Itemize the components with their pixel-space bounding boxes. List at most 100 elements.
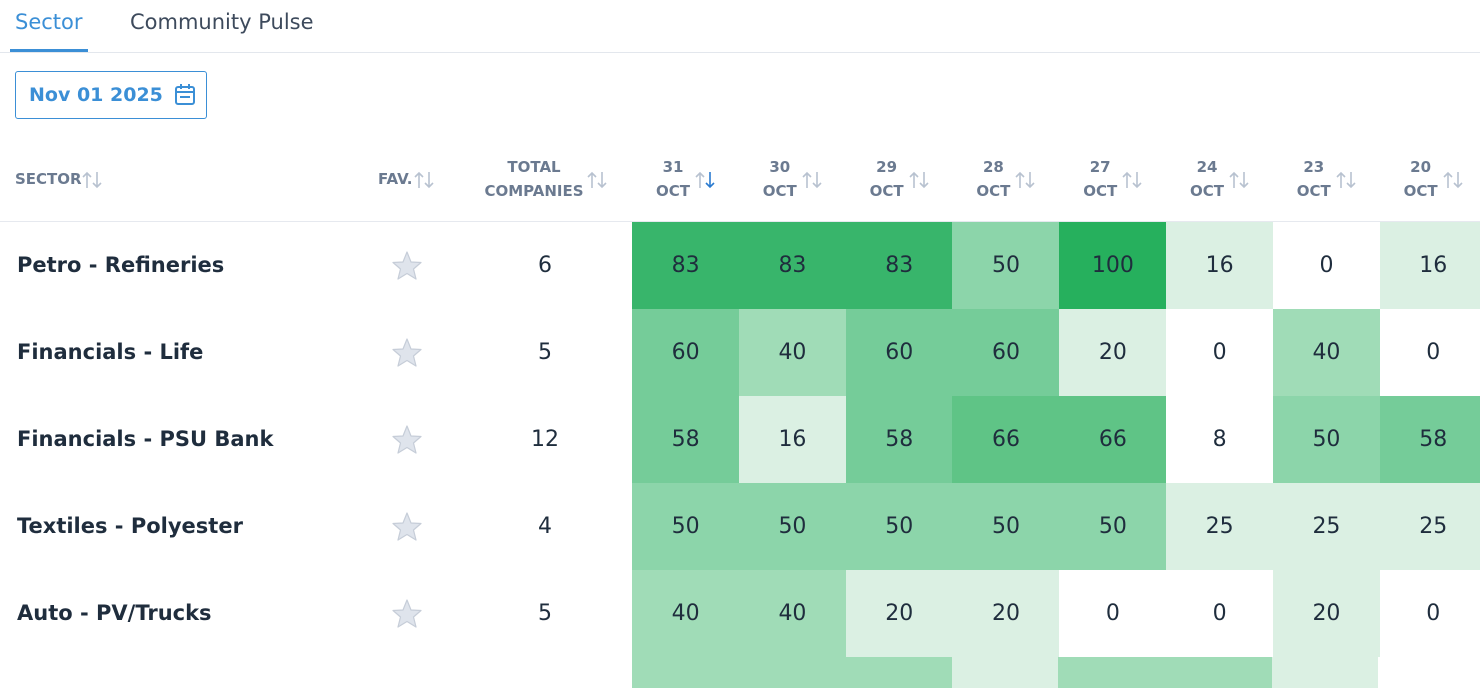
header-day: 27 — [1089, 158, 1111, 176]
sort-icon[interactable] — [1014, 170, 1036, 190]
heat-cell: 40 — [738, 309, 847, 396]
total-companies: 12 — [531, 427, 559, 452]
heat-cell: 0 — [1166, 570, 1274, 657]
header-date[interactable]: 23 OCT — [1273, 155, 1355, 203]
heat-cell: 50 — [632, 483, 740, 570]
heat-cell: 83 — [632, 222, 740, 309]
sort-icon[interactable] — [81, 170, 103, 190]
header-day: 28 — [982, 158, 1004, 176]
tab[interactable]: Community Pulse — [130, 10, 314, 34]
header-day: 23 — [1303, 158, 1325, 176]
header-date[interactable]: 28 OCT — [952, 155, 1034, 203]
heat-cell: 0 — [1059, 570, 1167, 657]
divider — [0, 52, 1480, 53]
heat-cell: 100 — [1059, 222, 1167, 309]
heat-cell: 58 — [632, 396, 740, 483]
sort-icon[interactable] — [1442, 170, 1464, 190]
fav-star[interactable] — [391, 424, 423, 456]
heat-cell: 50 — [952, 222, 1060, 309]
heat-cell: 58 — [1379, 396, 1480, 483]
header-month: OCT — [1296, 182, 1331, 200]
header-date[interactable]: 31 OCT — [632, 155, 714, 203]
header-month: OCT — [869, 182, 904, 200]
header-day: 30 — [769, 158, 791, 176]
header-month: OCT — [976, 182, 1011, 200]
sort-icon[interactable] — [694, 170, 716, 190]
heat-cell: 58 — [845, 396, 953, 483]
header-day: 20 — [1410, 158, 1432, 176]
cell-bg — [1058, 657, 1272, 688]
heat-cell: 16 — [1166, 222, 1274, 309]
header-month: OCT — [1403, 182, 1438, 200]
heat-cell: 40 — [632, 570, 740, 657]
calendar-icon — [175, 84, 195, 105]
heat-cell: 50 — [952, 483, 1060, 570]
fav-star[interactable] — [391, 337, 423, 369]
fav-star[interactable] — [391, 250, 423, 282]
heat-cell: 50 — [738, 483, 847, 570]
header-day: 29 — [876, 158, 898, 176]
sort-icon[interactable] — [1228, 170, 1250, 190]
fav-star[interactable] — [391, 511, 423, 543]
heat-cell: 8 — [1166, 396, 1274, 483]
total-companies: 6 — [538, 253, 552, 278]
heat-cell: 0 — [1272, 222, 1381, 309]
heat-cell: 66 — [952, 396, 1060, 483]
header-text: COMPANIES — [484, 182, 584, 200]
heat-cell: 20 — [1272, 570, 1381, 657]
header-date[interactable]: 30 OCT — [739, 155, 821, 203]
heat-cell: 66 — [1059, 396, 1167, 483]
sector-name[interactable]: Auto - PV/Trucks — [17, 601, 212, 625]
header-sector[interactable]: SECTOR — [15, 170, 82, 188]
header-date[interactable]: 24 OCT — [1166, 155, 1248, 203]
heat-cell: 83 — [845, 222, 953, 309]
sort-icon[interactable] — [413, 170, 435, 190]
header-date[interactable]: 20 OCT — [1380, 155, 1462, 203]
heat-cell: 16 — [1379, 222, 1480, 309]
cell-bg — [952, 657, 1058, 688]
tab[interactable]: Sector — [15, 10, 83, 34]
header-fav[interactable]: FAV. — [378, 170, 413, 188]
heat-cell: 50 — [1059, 483, 1167, 570]
sort-icon[interactable] — [1335, 170, 1357, 190]
heat-cell: 20 — [1059, 309, 1167, 396]
header-border — [0, 221, 1480, 222]
cell-bg — [1272, 657, 1378, 688]
heat-cell: 50 — [1272, 396, 1381, 483]
total-companies: 4 — [538, 514, 552, 539]
header-date[interactable]: 29 OCT — [846, 155, 928, 203]
header-total[interactable]: TOTAL COMPANIES — [470, 155, 598, 203]
sector-name[interactable]: Financials - PSU Bank — [17, 427, 274, 451]
heat-cell: 0 — [1379, 570, 1480, 657]
total-companies: 5 — [538, 340, 552, 365]
date-picker[interactable]: Nov 01 2025 — [15, 71, 207, 119]
heat-cell: 83 — [738, 222, 847, 309]
sort-icon[interactable] — [801, 170, 823, 190]
sector-name[interactable]: Petro - Refineries — [17, 253, 225, 277]
header-month: OCT — [1190, 182, 1224, 200]
heat-cell: 16 — [738, 396, 847, 483]
sort-icon[interactable] — [586, 170, 608, 190]
sort-icon[interactable] — [908, 170, 930, 190]
fav-star[interactable] — [391, 598, 423, 630]
header-text: TOTAL — [507, 158, 561, 176]
header-day: 31 — [662, 158, 684, 176]
sector-name[interactable]: Textiles - Polyester — [17, 514, 243, 538]
heat-cell: 20 — [952, 570, 1060, 657]
heat-cell: 0 — [1166, 309, 1274, 396]
heat-cell: 40 — [1272, 309, 1381, 396]
header-month: OCT — [762, 182, 797, 200]
heat-cell: 25 — [1379, 483, 1480, 570]
header-month: OCT — [656, 182, 690, 200]
heat-cell: 25 — [1272, 483, 1381, 570]
heat-cell: 20 — [845, 570, 953, 657]
tab-underline — [10, 49, 88, 52]
heat-cell: 60 — [845, 309, 953, 396]
sort-icon[interactable] — [1121, 170, 1143, 190]
heat-cell: 60 — [632, 309, 740, 396]
header-date[interactable]: 27 OCT — [1059, 155, 1141, 203]
sector-name[interactable]: Financials - Life — [17, 340, 204, 364]
cell-bg — [632, 657, 952, 688]
heat-cell: 50 — [845, 483, 953, 570]
